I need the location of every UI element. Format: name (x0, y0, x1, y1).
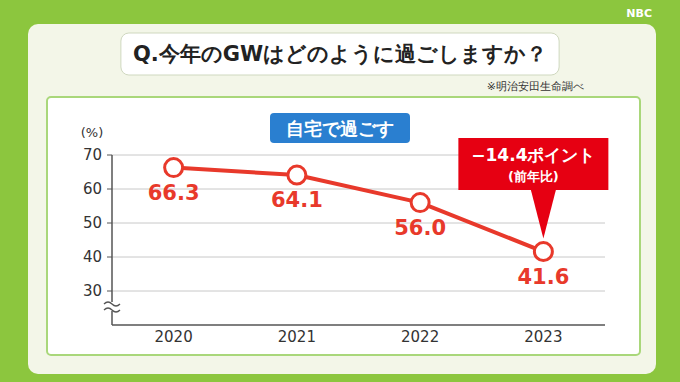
chart-canvas: NBC Q.今年のGWはどのように過ごしますか？ ※明治安田生命調べ自宅で過ごす 30… (0, 0, 680, 382)
x-tick-label: 2022 (401, 328, 439, 346)
data-label: 41.6 (517, 265, 569, 289)
axis-break (104, 308, 120, 312)
data-point (165, 159, 183, 177)
y-tick-label: 60 (83, 180, 102, 198)
source-note: ※明治安田生命調べ (487, 80, 584, 93)
data-point (288, 166, 306, 184)
annotation-text: −14.4ポイント (471, 145, 595, 165)
x-tick-label: 2020 (155, 328, 193, 346)
card (28, 24, 656, 374)
x-axis-line (112, 324, 605, 326)
y-tick-label: 70 (83, 146, 102, 164)
data-label: 66.3 (148, 181, 200, 205)
x-tick-label: 2021 (278, 328, 316, 346)
grid-line (112, 257, 605, 258)
title: Q.今年のGWはどのように過ごしますか？ (133, 42, 547, 66)
axis-break-gap (105, 302, 119, 311)
chart-panel (47, 97, 640, 355)
data-label: 56.0 (394, 216, 446, 240)
subtitle-box (270, 113, 410, 143)
annotation-note: (前年比) (508, 169, 559, 184)
y-axis-title: (%) (81, 125, 104, 140)
grid-line (112, 223, 605, 224)
background (0, 0, 680, 382)
data-point (534, 243, 552, 261)
annotation-pointer (530, 188, 556, 239)
logo: NBC (626, 7, 652, 20)
grid-line (112, 291, 605, 292)
y-tick-label: 30 (83, 282, 102, 300)
y-tick-label: 50 (83, 214, 102, 232)
subtitle: 自宅で過ごす (286, 118, 394, 139)
data-point (411, 194, 429, 212)
axis-break (104, 302, 120, 306)
title-box (121, 33, 559, 75)
data-label: 64.1 (271, 188, 323, 212)
x-tick-label: 2023 (524, 328, 562, 346)
y-tick-label: 40 (83, 248, 102, 266)
y-axis-line (111, 155, 113, 325)
annotation-box (458, 138, 608, 190)
